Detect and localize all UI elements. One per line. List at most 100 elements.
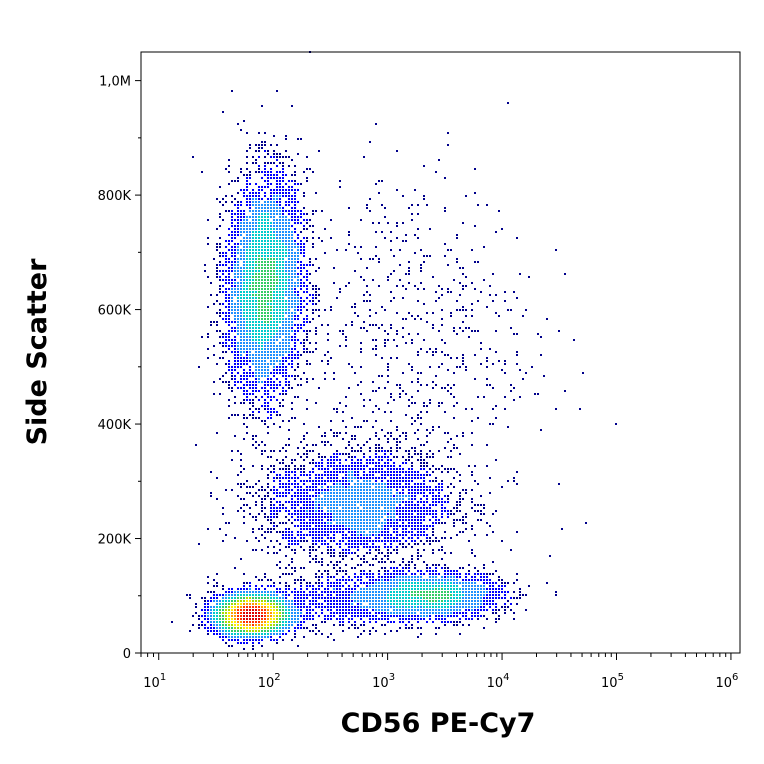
- data-point: [360, 618, 362, 620]
- data-point: [441, 585, 443, 587]
- data-point: [225, 297, 227, 299]
- data-point: [294, 252, 296, 254]
- data-point: [270, 198, 272, 200]
- data-point: [273, 204, 275, 206]
- data-point: [306, 528, 308, 530]
- data-point: [417, 558, 419, 560]
- data-point: [384, 462, 386, 464]
- data-point: [246, 273, 248, 275]
- data-point: [483, 513, 485, 515]
- data-point: [447, 591, 449, 593]
- data-point: [246, 216, 248, 218]
- data-point: [237, 348, 239, 350]
- data-point: [474, 504, 476, 506]
- data-point: [276, 345, 278, 347]
- data-point: [252, 237, 254, 239]
- data-point: [417, 627, 419, 629]
- data-point: [351, 450, 353, 452]
- data-point: [231, 267, 233, 269]
- data-point: [282, 348, 284, 350]
- data-point: [291, 201, 293, 203]
- data-point: [510, 597, 512, 599]
- data-point: [333, 432, 335, 434]
- data-point: [285, 333, 287, 335]
- data-point: [300, 246, 302, 248]
- data-point: [450, 621, 452, 623]
- data-point: [285, 327, 287, 329]
- data-point: [306, 360, 308, 362]
- data-point: [264, 195, 266, 197]
- data-point: [273, 210, 275, 212]
- data-point: [387, 558, 389, 560]
- data-point: [195, 603, 197, 605]
- data-point: [282, 252, 284, 254]
- data-point: [237, 366, 239, 368]
- data-point: [252, 330, 254, 332]
- data-point: [243, 306, 245, 308]
- data-point: [324, 441, 326, 443]
- data-point: [441, 480, 443, 482]
- data-point: [408, 507, 410, 509]
- data-point: [201, 597, 203, 599]
- data-point: [420, 615, 422, 617]
- data-point: [243, 318, 245, 320]
- data-point: [252, 381, 254, 383]
- data-point: [423, 585, 425, 587]
- data-point: [393, 456, 395, 458]
- data-point: [288, 534, 290, 536]
- data-point: [243, 255, 245, 257]
- data-point: [231, 624, 233, 626]
- data-point: [459, 504, 461, 506]
- data-point: [333, 486, 335, 488]
- data-point: [420, 576, 422, 578]
- data-point: [216, 621, 218, 623]
- data-point: [219, 609, 221, 611]
- data-point: [324, 570, 326, 572]
- data-point: [270, 408, 272, 410]
- data-point: [426, 588, 428, 590]
- data-point: [468, 579, 470, 581]
- data-point: [297, 618, 299, 620]
- data-point: [291, 246, 293, 248]
- data-point: [408, 597, 410, 599]
- data-point: [258, 168, 260, 170]
- data-point: [495, 618, 497, 620]
- data-point: [369, 582, 371, 584]
- data-point: [285, 366, 287, 368]
- data-point: [249, 234, 251, 236]
- data-point: [330, 528, 332, 530]
- data-point: [396, 588, 398, 590]
- data-point: [435, 627, 437, 629]
- data-point: [282, 612, 284, 614]
- data-point: [264, 363, 266, 365]
- data-point: [477, 591, 479, 593]
- data-point: [225, 270, 227, 272]
- data-point: [393, 504, 395, 506]
- data-point: [402, 522, 404, 524]
- data-point: [237, 267, 239, 269]
- data-point: [213, 321, 215, 323]
- data-point: [450, 468, 452, 470]
- data-point: [519, 594, 521, 596]
- data-point: [288, 375, 290, 377]
- data-point: [366, 561, 368, 563]
- data-point: [489, 594, 491, 596]
- data-point: [345, 501, 347, 503]
- data-point: [288, 381, 290, 383]
- data-point: [402, 603, 404, 605]
- data-point: [279, 318, 281, 320]
- data-point: [513, 612, 515, 614]
- data-point: [258, 234, 260, 236]
- data-point: [282, 633, 284, 635]
- data-point: [417, 537, 419, 539]
- data-point: [273, 615, 275, 617]
- data-point: [306, 303, 308, 305]
- data-point: [273, 273, 275, 275]
- data-point: [270, 234, 272, 236]
- data-point: [444, 531, 446, 533]
- data-point: [339, 453, 341, 455]
- data-point: [363, 507, 365, 509]
- data-point: [309, 219, 311, 221]
- data-point: [453, 444, 455, 446]
- data-point: [420, 597, 422, 599]
